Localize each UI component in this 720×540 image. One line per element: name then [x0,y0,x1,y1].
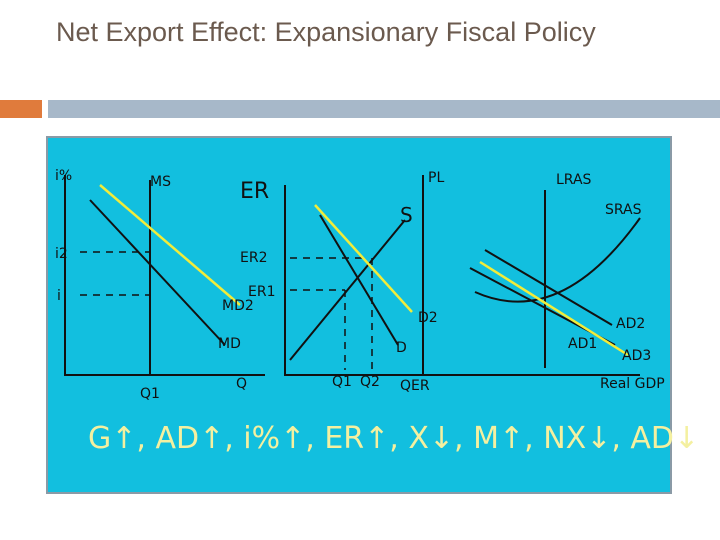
label: ER [240,179,269,204]
label: AD3 [622,348,651,364]
label: MD [218,336,241,352]
label: i2 [55,246,68,262]
label: Q1 [332,374,352,390]
label: S [400,203,413,227]
label: i [57,288,61,304]
label: Q2 [360,374,380,390]
label: Q1 [140,386,160,402]
label: LRAS [556,172,592,188]
chain-text: G↑, AD↑, i%↑, ER↑, X↓, M↑, NX↓, AD↓ [88,421,699,456]
label: Real GDP [600,376,665,392]
label: D2 [418,310,438,326]
label: ER2 [240,250,267,266]
label: AD2 [616,316,645,332]
label: MD2 [222,298,254,314]
slide-title: Net Export Effect: Expansionary Fiscal P… [56,17,596,47]
graph-lines [64,175,641,376]
label: D [396,340,407,356]
label: Q [236,376,247,392]
label: SRAS [605,202,642,218]
accent-bar [0,100,42,118]
header-bar [48,100,720,118]
label: QER [400,378,430,394]
label: AD1 [568,336,597,352]
label: PL [428,170,444,186]
label: MS [150,174,171,190]
label: i% [55,168,72,184]
label: ER1 [248,284,275,300]
